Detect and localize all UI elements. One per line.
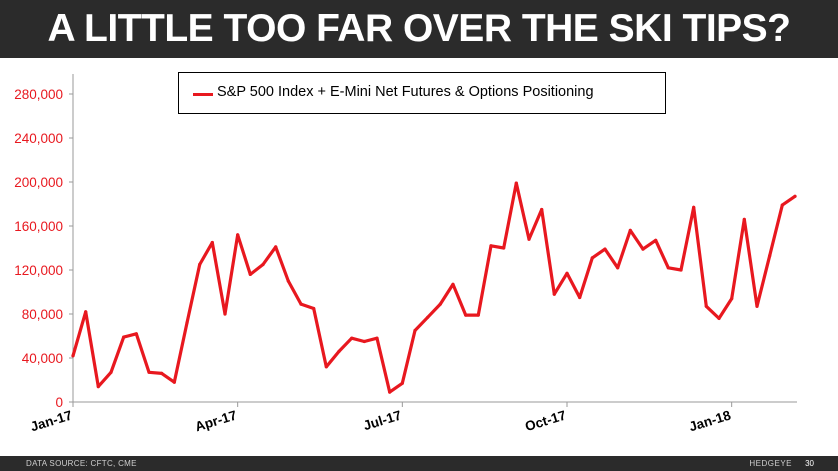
data-point xyxy=(274,245,278,249)
data-point xyxy=(350,336,354,340)
legend-swatch xyxy=(193,93,213,96)
y-tick-label: 40,000 xyxy=(22,351,63,366)
data-point xyxy=(84,310,88,314)
chart-axes xyxy=(72,74,797,403)
x-tick-label: Jan-18 xyxy=(687,407,733,434)
data-point xyxy=(654,238,658,242)
data-point xyxy=(185,321,189,325)
data-point xyxy=(122,335,126,339)
data-point xyxy=(147,370,151,374)
data-point xyxy=(71,354,75,358)
data-source: DATA SOURCE: CFTC, CME xyxy=(26,459,137,468)
data-point xyxy=(717,316,721,320)
data-point xyxy=(527,237,531,241)
data-point xyxy=(261,262,265,267)
data-point xyxy=(552,292,556,296)
data-point xyxy=(299,302,303,306)
data-point xyxy=(489,244,493,248)
data-point xyxy=(755,304,759,308)
data-point xyxy=(540,207,544,212)
data-point xyxy=(160,371,164,375)
x-tick-label: Apr-17 xyxy=(193,408,238,435)
y-tick-label: 280,000 xyxy=(14,87,63,102)
data-point xyxy=(451,282,455,286)
y-tick-label: 160,000 xyxy=(14,219,63,234)
data-point xyxy=(248,272,252,276)
data-point xyxy=(565,271,569,275)
data-point xyxy=(375,336,379,340)
data-point xyxy=(628,228,632,232)
series-line xyxy=(71,181,797,394)
data-point xyxy=(692,205,696,209)
y-tick-label: 240,000 xyxy=(14,131,63,146)
data-point xyxy=(134,332,138,336)
data-point xyxy=(704,304,708,308)
page-number: 30 xyxy=(805,459,814,468)
x-tick-label: Oct-17 xyxy=(523,408,568,435)
data-point xyxy=(210,240,214,245)
data-point xyxy=(426,315,430,319)
data-point xyxy=(742,217,746,221)
data-point xyxy=(286,279,290,283)
y-tick-label: 0 xyxy=(55,395,63,410)
legend-label: S&P 500 Index + E-Mini Net Futures & Opt… xyxy=(217,84,594,100)
data-point xyxy=(362,339,366,344)
y-tick-label: 200,000 xyxy=(14,175,63,190)
x-axis-ticks: Jan-17 Apr-17 Jul-17 Oct-17 Jan-18 xyxy=(29,402,733,434)
data-point xyxy=(236,233,240,237)
chart-series xyxy=(71,181,797,394)
data-point xyxy=(388,390,392,394)
y-tick-label: 80,000 xyxy=(22,307,63,322)
data-point xyxy=(312,306,316,311)
data-point xyxy=(223,312,227,316)
data-point xyxy=(438,302,442,306)
data-point xyxy=(641,247,645,251)
data-point xyxy=(616,266,620,270)
line-chart: 0 40,000 80,000 120,000 160,000 200,000 240,00… xyxy=(14,74,797,434)
x-tick-label: Jan-17 xyxy=(29,408,74,435)
data-point xyxy=(502,246,506,250)
page-title: A LITTLE TOO FAR OVER THE SKI TIPS? xyxy=(47,7,791,50)
data-point xyxy=(793,194,797,198)
data-point xyxy=(578,295,582,300)
data-point xyxy=(476,313,480,317)
data-point xyxy=(324,365,328,369)
data-point xyxy=(413,328,417,333)
data-point xyxy=(514,181,518,185)
data-point xyxy=(198,262,202,267)
x-tick-label: Jul-17 xyxy=(361,408,403,434)
data-point xyxy=(109,370,113,374)
footer-bar: DATA SOURCE: CFTC, CME HEDGEYE 30 xyxy=(0,456,838,471)
data-point xyxy=(666,266,670,270)
data-point xyxy=(400,381,404,385)
title-bar: A LITTLE TOO FAR OVER THE SKI TIPS? xyxy=(0,0,838,58)
data-point xyxy=(337,349,341,353)
data-point xyxy=(172,380,176,384)
data-point xyxy=(768,254,772,258)
data-point xyxy=(603,247,607,251)
data-point xyxy=(464,313,468,317)
brand-label: HEDGEYE xyxy=(749,459,792,468)
data-point xyxy=(780,203,784,207)
y-tick-label: 120,000 xyxy=(14,263,63,278)
data-point xyxy=(590,256,594,260)
chart-legend: S&P 500 Index + E-Mini Net Futures & Opt… xyxy=(178,72,666,114)
data-point xyxy=(679,268,683,272)
data-point xyxy=(96,385,100,389)
y-axis-ticks: 0 40,000 80,000 120,000 160,000 200,000 240,00… xyxy=(14,87,73,410)
data-point xyxy=(730,297,734,301)
